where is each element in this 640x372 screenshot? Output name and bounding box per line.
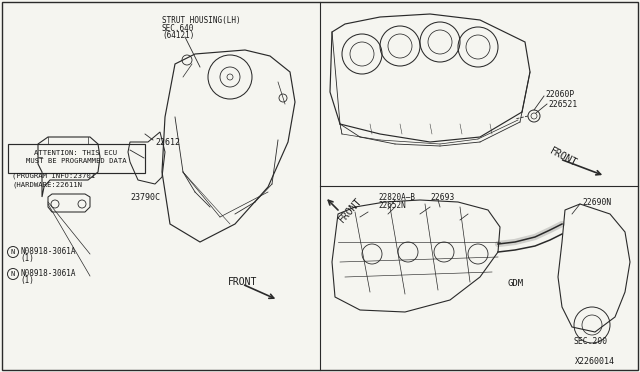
Text: N08918-3061A: N08918-3061A <box>20 247 76 257</box>
Text: 22690N: 22690N <box>582 198 611 206</box>
Text: 22652N: 22652N <box>378 201 406 209</box>
Text: FRONT: FRONT <box>337 196 364 224</box>
Text: 22060P: 22060P <box>545 90 574 99</box>
Text: (64121): (64121) <box>162 31 195 39</box>
Text: FRONT: FRONT <box>228 277 257 287</box>
Text: SEC.200: SEC.200 <box>574 337 608 346</box>
Text: 22693: 22693 <box>430 192 454 202</box>
Text: STRUT HOUSING(LH): STRUT HOUSING(LH) <box>162 16 241 25</box>
Text: 22820A—B: 22820A—B <box>378 192 415 202</box>
Text: GDM: GDM <box>508 279 524 289</box>
Text: 23790C: 23790C <box>130 192 160 202</box>
Text: (1): (1) <box>20 276 34 285</box>
Text: SEC.640: SEC.640 <box>162 23 195 32</box>
Text: X2260014: X2260014 <box>575 357 615 366</box>
Text: ATTENTION: THIS ECU
MUST BE PROGRAMMED DATA: ATTENTION: THIS ECU MUST BE PROGRAMMED D… <box>26 150 126 164</box>
Text: (1): (1) <box>20 254 34 263</box>
Text: N: N <box>11 249 15 255</box>
Text: FRONT: FRONT <box>548 146 579 168</box>
Text: 22612: 22612 <box>155 138 180 147</box>
Text: N08918-3061A: N08918-3061A <box>20 269 76 279</box>
Text: N: N <box>11 271 15 277</box>
Text: 226521: 226521 <box>548 99 577 109</box>
Text: (PROGRAM INFO:23701
(HARDWARE:22611N: (PROGRAM INFO:23701 (HARDWARE:22611N <box>12 173 95 187</box>
